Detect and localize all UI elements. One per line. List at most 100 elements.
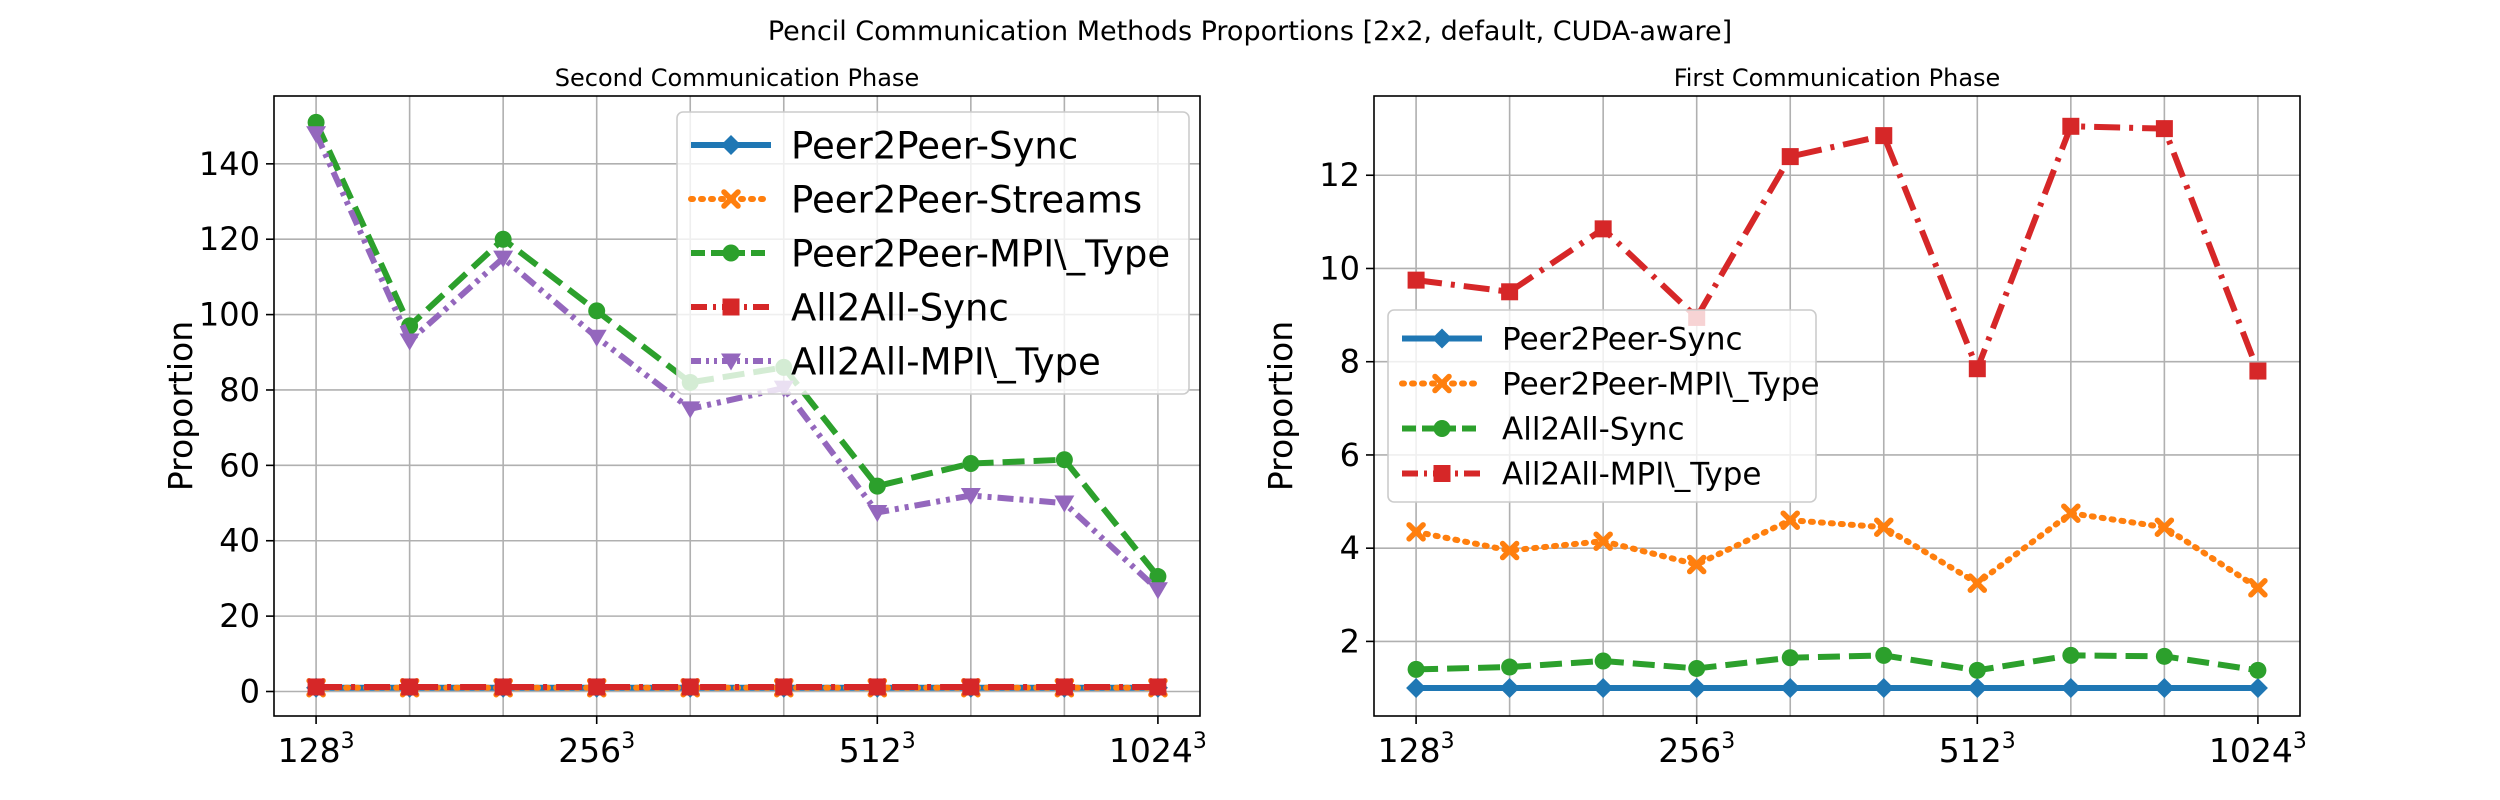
legend-marker bbox=[722, 298, 740, 316]
series bbox=[1406, 503, 2268, 598]
legend-label: Peer2Peer-MPI\_Type bbox=[791, 232, 1170, 275]
legend-marker bbox=[722, 244, 740, 262]
legend-label: All2All-MPI\_Type bbox=[1502, 457, 1762, 493]
y-tick-label: 10 bbox=[1319, 249, 1360, 287]
y-tick-label: 12 bbox=[1319, 156, 1360, 194]
data-point bbox=[960, 488, 981, 506]
data-point bbox=[2247, 678, 2268, 699]
data-point bbox=[1967, 678, 1988, 699]
data-point bbox=[1686, 554, 1707, 575]
y-tick-label: 20 bbox=[219, 597, 260, 635]
series-line bbox=[1413, 510, 2261, 591]
series bbox=[307, 678, 1167, 696]
data-point bbox=[2248, 578, 2268, 598]
data-point bbox=[1593, 531, 1613, 551]
data-point bbox=[2249, 362, 2267, 380]
x-tick-label: 2563 bbox=[558, 729, 635, 770]
x-tick-label: 1283 bbox=[1378, 729, 1455, 770]
y-tick-label: 2 bbox=[1340, 622, 1360, 660]
data-point bbox=[2154, 517, 2175, 537]
data-point bbox=[1594, 652, 1612, 670]
data-point bbox=[306, 126, 327, 144]
data-point bbox=[1781, 148, 1799, 166]
data-point bbox=[962, 454, 980, 472]
legend-label: Peer2Peer-MPI\_Type bbox=[1502, 367, 1820, 403]
data-point bbox=[775, 678, 793, 696]
y-axis-label: Proportion bbox=[1261, 321, 1300, 491]
legend-marker bbox=[721, 135, 741, 155]
y-tick-label: 40 bbox=[219, 522, 260, 560]
y-tick-label: 6 bbox=[1340, 436, 1360, 474]
data-point bbox=[1594, 220, 1612, 238]
data-point bbox=[962, 678, 980, 696]
data-point bbox=[1688, 659, 1706, 677]
data-point bbox=[2249, 661, 2267, 679]
y-tick-label: 140 bbox=[199, 145, 260, 183]
data-point bbox=[681, 678, 699, 696]
legend-marker bbox=[1433, 465, 1451, 482]
data-point bbox=[1686, 678, 1707, 699]
data-point bbox=[493, 250, 514, 268]
data-point bbox=[1875, 127, 1893, 145]
series bbox=[1407, 646, 2267, 679]
y-tick-label: 120 bbox=[199, 220, 260, 258]
legend-label: All2All-MPI\_Type bbox=[791, 340, 1101, 383]
data-point bbox=[1407, 271, 1425, 289]
data-point bbox=[494, 678, 512, 696]
legend-box bbox=[1387, 309, 1817, 503]
figure-title: Pencil Communication Methods Proportions… bbox=[768, 16, 1732, 47]
x-tick-label: 2563 bbox=[1658, 729, 1735, 770]
data-point bbox=[1147, 582, 1168, 600]
legend-marker bbox=[1432, 373, 1452, 394]
x-tick-label: 1283 bbox=[278, 729, 355, 770]
data-point bbox=[588, 302, 606, 320]
data-point bbox=[1875, 646, 1893, 664]
x-tick-label: 5123 bbox=[1939, 729, 2016, 770]
data-point bbox=[2062, 646, 2080, 664]
legend-label: All2All-Sync bbox=[791, 286, 1009, 329]
legend-marker bbox=[721, 189, 741, 209]
data-point bbox=[1501, 283, 1519, 301]
data-point bbox=[2155, 120, 2173, 138]
data-point bbox=[1055, 451, 1073, 469]
data-point bbox=[1149, 678, 1167, 696]
data-point bbox=[1499, 678, 1520, 699]
data-point bbox=[2155, 647, 2173, 665]
data-point bbox=[868, 678, 886, 696]
data-point bbox=[1406, 678, 1427, 699]
series-group bbox=[1406, 117, 2268, 699]
series bbox=[1406, 678, 2268, 699]
data-point bbox=[2062, 117, 2080, 135]
subplot-title: First Communication Phase bbox=[1674, 64, 2001, 92]
data-point bbox=[494, 230, 512, 248]
data-point bbox=[401, 678, 419, 696]
data-point bbox=[1406, 522, 1426, 542]
y-tick-label: 8 bbox=[1340, 343, 1360, 381]
data-point bbox=[868, 477, 886, 495]
data-point bbox=[1501, 658, 1519, 676]
data-point bbox=[1499, 540, 1520, 561]
data-point bbox=[2060, 678, 2081, 699]
y-tick-label: 100 bbox=[199, 296, 260, 334]
legend-label: All2All-Sync bbox=[1502, 412, 1685, 448]
chart-first-phase: 2 4 6 8 10 12 1283 2563 5123 10243 First Communica… bbox=[1261, 64, 2307, 770]
y-tick-label: 4 bbox=[1340, 529, 1360, 567]
data-point bbox=[2154, 678, 2175, 699]
data-point bbox=[1968, 360, 1986, 378]
data-point bbox=[1149, 568, 1167, 586]
data-point bbox=[680, 401, 701, 419]
series-group bbox=[306, 113, 1168, 698]
series-line bbox=[1416, 652, 2259, 674]
data-point bbox=[1055, 678, 1073, 696]
data-point bbox=[1781, 649, 1799, 667]
legend-marker bbox=[721, 353, 741, 371]
data-point bbox=[1407, 660, 1425, 678]
legend-label: Peer2Peer-Sync bbox=[1502, 322, 1743, 358]
data-point bbox=[867, 504, 888, 522]
legend-box bbox=[676, 111, 1190, 395]
x-tick-label: 10243 bbox=[2209, 729, 2307, 770]
data-point bbox=[1874, 517, 1894, 537]
legend: Peer2Peer-Sync Peer2Peer-Streams Peer2Peer… bbox=[676, 111, 1190, 395]
legend: Peer2Peer-Sync Peer2Peer-MPI\_Type All2All… bbox=[1387, 309, 1820, 503]
